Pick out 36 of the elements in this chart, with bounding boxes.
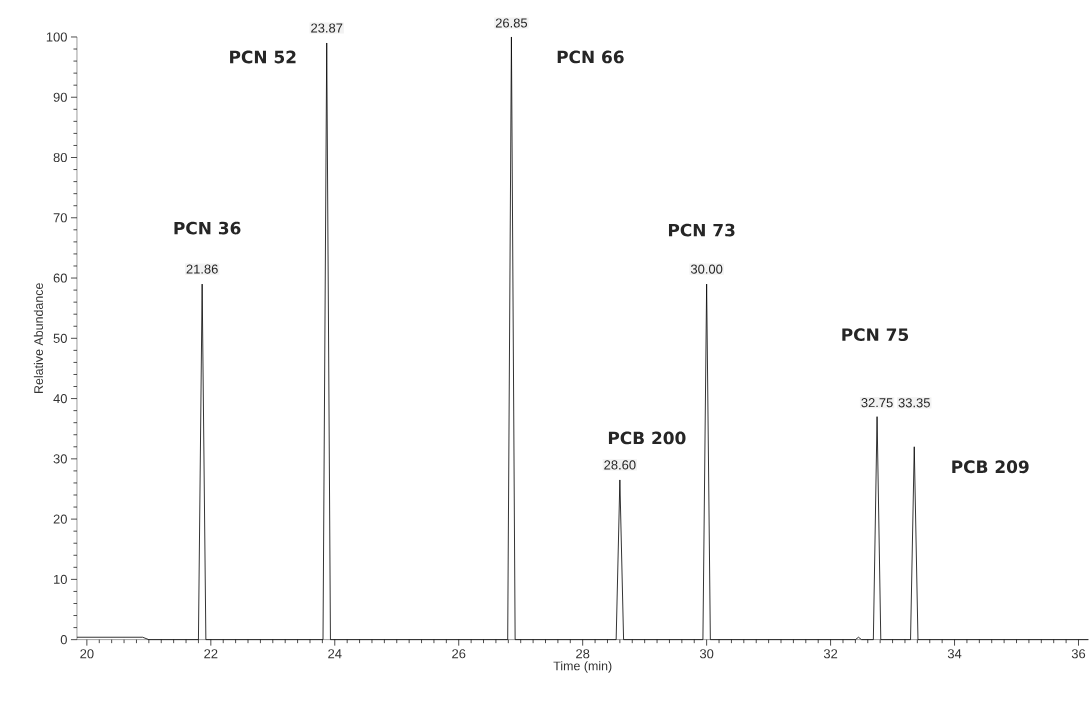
y-tick-label: 50 (53, 333, 67, 344)
annotation: 21.86 (186, 264, 218, 274)
y-tick-label: 0 (60, 635, 67, 645)
x-tick-label: 26 (452, 649, 466, 659)
annotation: PCN 36 (174, 221, 241, 235)
x-tick-label: 30 (699, 649, 714, 659)
y-tick-label: 90 (53, 92, 67, 103)
annotation: PCB 200 (608, 431, 686, 445)
x-tick-label: 28 (576, 649, 590, 659)
x-axis-title: Time (min) (553, 661, 612, 673)
x-tick-label: 36 (1071, 649, 1086, 659)
annotation: 23.87 (311, 23, 343, 33)
y-axis-title: Relative Abundance (33, 283, 44, 394)
y-tick-label: 100 (46, 32, 67, 42)
annotation: PCB 209 (952, 460, 1029, 474)
y-tick-label: 40 (53, 394, 67, 404)
annotation: 32.75 (861, 398, 893, 408)
y-tick-label: 60 (53, 273, 67, 283)
x-tick-label: 32 (823, 649, 838, 659)
x-tick-label: 22 (204, 649, 218, 659)
annotation: PCN 75 (842, 328, 909, 342)
annotation: 28.60 (604, 460, 636, 470)
y-tick-label: 30 (53, 454, 67, 464)
annotation: PCN 52 (230, 50, 296, 64)
y-tick-label: 10 (54, 574, 67, 585)
y-tick-label: 70 (53, 213, 67, 223)
annotation: 26.85 (495, 18, 528, 28)
annotation: 30.00 (690, 264, 723, 274)
x-tick-label: 24 (328, 649, 342, 659)
annotation: 33.35 (898, 398, 930, 408)
x-tick-label: 34 (947, 649, 962, 659)
annotation: PCN 73 (668, 223, 735, 237)
y-tick-label: 20 (53, 514, 67, 524)
annotation: PCN 66 (557, 50, 624, 64)
y-tick-label: 80 (53, 153, 67, 163)
x-tick-label: 20 (80, 649, 94, 659)
